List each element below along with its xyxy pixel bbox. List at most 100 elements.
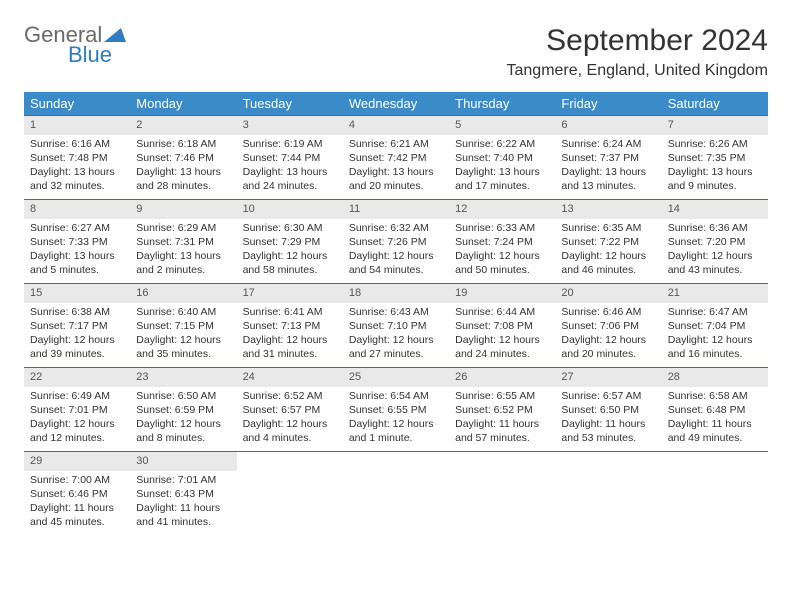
sunset-text: Sunset: 7:04 PM [668, 319, 762, 333]
cell-body: Sunrise: 6:18 AMSunset: 7:46 PMDaylight:… [130, 135, 236, 198]
day-number: 6 [555, 116, 661, 135]
calendar-week-row: 8Sunrise: 6:27 AMSunset: 7:33 PMDaylight… [24, 200, 768, 284]
sunrise-text: Sunrise: 6:24 AM [561, 137, 655, 151]
calendar-cell: 8Sunrise: 6:27 AMSunset: 7:33 PMDaylight… [24, 200, 130, 284]
calendar-cell: 22Sunrise: 6:49 AMSunset: 7:01 PMDayligh… [24, 368, 130, 452]
cell-body: Sunrise: 6:43 AMSunset: 7:10 PMDaylight:… [343, 303, 449, 366]
daylight-text: Daylight: 13 hours and 20 minutes. [349, 165, 443, 193]
calendar-cell: 19Sunrise: 6:44 AMSunset: 7:08 PMDayligh… [449, 284, 555, 368]
logo-word2: Blue [68, 44, 126, 66]
calendar-cell: 20Sunrise: 6:46 AMSunset: 7:06 PMDayligh… [555, 284, 661, 368]
cell-body: Sunrise: 6:33 AMSunset: 7:24 PMDaylight:… [449, 219, 555, 282]
daylight-text: Daylight: 12 hours and 20 minutes. [561, 333, 655, 361]
sunset-text: Sunset: 7:44 PM [243, 151, 337, 165]
daylight-text: Daylight: 13 hours and 2 minutes. [136, 249, 230, 277]
cell-body: Sunrise: 6:55 AMSunset: 6:52 PMDaylight:… [449, 387, 555, 450]
calendar-cell: 11Sunrise: 6:32 AMSunset: 7:26 PMDayligh… [343, 200, 449, 284]
sunrise-text: Sunrise: 6:54 AM [349, 389, 443, 403]
day-number: 10 [237, 200, 343, 219]
daylight-text: Daylight: 12 hours and 39 minutes. [30, 333, 124, 361]
sunset-text: Sunset: 6:48 PM [668, 403, 762, 417]
calendar-cell: 30 Sunrise: 7:01 AMSunset: 6:43 PMDayligh… [130, 452, 236, 536]
day-number: 9 [130, 200, 236, 219]
day-number: 30 [130, 452, 236, 471]
sunset-text: Sunset: 7:35 PM [668, 151, 762, 165]
cell-body: Sunrise: 6:24 AMSunset: 7:37 PMDaylight:… [555, 135, 661, 198]
daylight-text: Daylight: 12 hours and 58 minutes. [243, 249, 337, 277]
cell-body: Sunrise: 6:44 AMSunset: 7:08 PMDaylight:… [449, 303, 555, 366]
sunset-text: Sunset: 7:26 PM [349, 235, 443, 249]
daylight-text: Daylight: 12 hours and 4 minutes. [243, 417, 337, 445]
sunrise-text: Sunrise: 6:58 AM [668, 389, 762, 403]
sunrise-text: Sunrise: 6:43 AM [349, 305, 443, 319]
cell-body: Sunrise: 6:19 AMSunset: 7:44 PMDaylight:… [237, 135, 343, 198]
sunset-text: Sunset: 7:33 PM [30, 235, 124, 249]
sunset-text: Sunset: 7:40 PM [455, 151, 549, 165]
daylight-text: Daylight: 12 hours and 24 minutes. [455, 333, 549, 361]
sunset-text: Sunset: 7:01 PM [30, 403, 124, 417]
sunset-text: Sunset: 6:43 PM [136, 487, 230, 501]
daylight-text: Daylight: 11 hours and 41 minutes. [136, 501, 230, 529]
daylight-text: Daylight: 11 hours and 49 minutes. [668, 417, 762, 445]
cell-body: Sunrise: 6:30 AMSunset: 7:29 PMDaylight:… [237, 219, 343, 282]
calendar-cell: 7Sunrise: 6:26 AMSunset: 7:35 PMDaylight… [662, 116, 768, 200]
logo-text: General Blue [24, 24, 126, 66]
daylight-text: Daylight: 13 hours and 24 minutes. [243, 165, 337, 193]
sunrise-text: Sunrise: 6:55 AM [455, 389, 549, 403]
calendar-cell: 23Sunrise: 6:50 AMSunset: 6:59 PMDayligh… [130, 368, 236, 452]
day-number: 25 [343, 368, 449, 387]
day-number: 19 [449, 284, 555, 303]
sunset-text: Sunset: 7:24 PM [455, 235, 549, 249]
sunrise-text: Sunrise: 6:40 AM [136, 305, 230, 319]
cell-body: Sunrise: 6:22 AMSunset: 7:40 PMDaylight:… [449, 135, 555, 198]
calendar-body: 1Sunrise: 6:16 AMSunset: 7:48 PMDaylight… [24, 116, 768, 536]
calendar-cell: 13Sunrise: 6:35 AMSunset: 7:22 PMDayligh… [555, 200, 661, 284]
daylight-text: Daylight: 12 hours and 16 minutes. [668, 333, 762, 361]
sunset-text: Sunset: 6:46 PM [30, 487, 124, 501]
daylight-text: Daylight: 12 hours and 35 minutes. [136, 333, 230, 361]
sunset-text: Sunset: 7:06 PM [561, 319, 655, 333]
sunrise-text: Sunrise: 6:16 AM [30, 137, 124, 151]
day-number: 4 [343, 116, 449, 135]
daylight-text: Daylight: 12 hours and 8 minutes. [136, 417, 230, 445]
day-number: 15 [24, 284, 130, 303]
sunset-text: Sunset: 7:29 PM [243, 235, 337, 249]
day-number: 27 [555, 368, 661, 387]
calendar-cell: 18Sunrise: 6:43 AMSunset: 7:10 PMDayligh… [343, 284, 449, 368]
sunset-text: Sunset: 6:52 PM [455, 403, 549, 417]
sunrise-text: Sunrise: 7:01 AM [136, 473, 230, 487]
sunrise-text: Sunrise: 6:36 AM [668, 221, 762, 235]
calendar-cell: 2Sunrise: 6:18 AMSunset: 7:46 PMDaylight… [130, 116, 236, 200]
dayname-saturday: Saturday [662, 92, 768, 116]
calendar-cell: 10Sunrise: 6:30 AMSunset: 7:29 PMDayligh… [237, 200, 343, 284]
calendar-cell [237, 452, 343, 536]
calendar-cell [343, 452, 449, 536]
calendar-cell [662, 452, 768, 536]
day-number: 5 [449, 116, 555, 135]
cell-body: Sunrise: 6:46 AMSunset: 7:06 PMDaylight:… [555, 303, 661, 366]
day-number: 12 [449, 200, 555, 219]
day-number: 14 [662, 200, 768, 219]
cell-body: Sunrise: 7:00 AMSunset: 6:46 PMDaylight:… [24, 471, 130, 534]
day-number: 20 [555, 284, 661, 303]
cell-body: Sunrise: 6:38 AMSunset: 7:17 PMDaylight:… [24, 303, 130, 366]
cell-body: Sunrise: 6:36 AMSunset: 7:20 PMDaylight:… [662, 219, 768, 282]
sunrise-text: Sunrise: 6:44 AM [455, 305, 549, 319]
day-number: 17 [237, 284, 343, 303]
calendar-cell: 24Sunrise: 6:52 AMSunset: 6:57 PMDayligh… [237, 368, 343, 452]
day-number: 7 [662, 116, 768, 135]
sunset-text: Sunset: 7:48 PM [30, 151, 124, 165]
daylight-text: Daylight: 12 hours and 31 minutes. [243, 333, 337, 361]
sunrise-text: Sunrise: 6:30 AM [243, 221, 337, 235]
sunset-text: Sunset: 6:50 PM [561, 403, 655, 417]
daylight-text: Daylight: 13 hours and 13 minutes. [561, 165, 655, 193]
daylight-text: Daylight: 12 hours and 1 minute. [349, 417, 443, 445]
calendar-cell: 6Sunrise: 6:24 AMSunset: 7:37 PMDaylight… [555, 116, 661, 200]
daylight-text: Daylight: 13 hours and 17 minutes. [455, 165, 549, 193]
sunrise-text: Sunrise: 6:46 AM [561, 305, 655, 319]
cell-body: Sunrise: 6:58 AMSunset: 6:48 PMDaylight:… [662, 387, 768, 450]
daylight-text: Daylight: 11 hours and 57 minutes. [455, 417, 549, 445]
day-number: 11 [343, 200, 449, 219]
sunrise-text: Sunrise: 6:52 AM [243, 389, 337, 403]
day-number: 21 [662, 284, 768, 303]
